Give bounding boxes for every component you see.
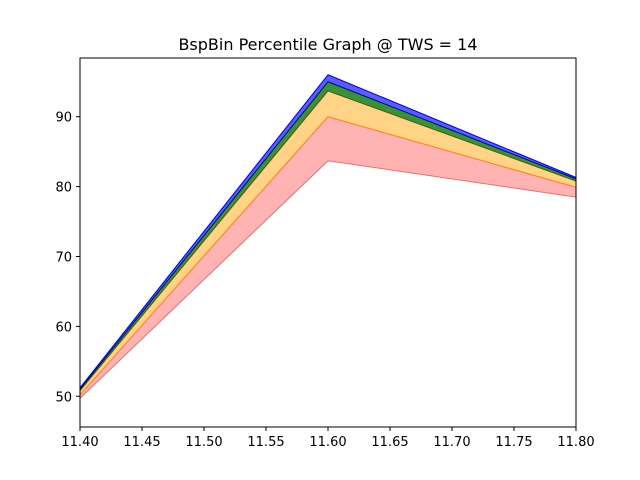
x-tick-label: 11.65 — [371, 435, 408, 450]
x-tick-label: 11.40 — [61, 435, 98, 450]
x-tick-label: 11.75 — [495, 435, 532, 450]
y-tick-label: 60 — [55, 320, 72, 335]
chart-title: BspBin Percentile Graph @ TWS = 14 — [178, 35, 477, 54]
x-tick-label: 11.55 — [247, 435, 284, 450]
x-axis-ticks: 11.40 11.45 11.50 11.55 11.60 11.65 11.70 11.75… — [61, 427, 595, 450]
y-tick-label: 90 — [55, 111, 72, 126]
y-tick-label: 80 — [55, 181, 72, 196]
x-tick-label: 11.70 — [433, 435, 470, 450]
plot-frame — [79, 57, 577, 428]
x-tick-label: 11.50 — [185, 435, 222, 450]
x-tick-label: 11.45 — [123, 435, 160, 450]
x-tick-label: 11.80 — [557, 435, 594, 450]
y-axis-ticks: 50 60 70 80 90 — [55, 111, 80, 405]
x-tick-label: 11.60 — [309, 435, 346, 450]
y-tick-label: 50 — [55, 390, 72, 405]
y-tick-label: 70 — [55, 250, 72, 265]
